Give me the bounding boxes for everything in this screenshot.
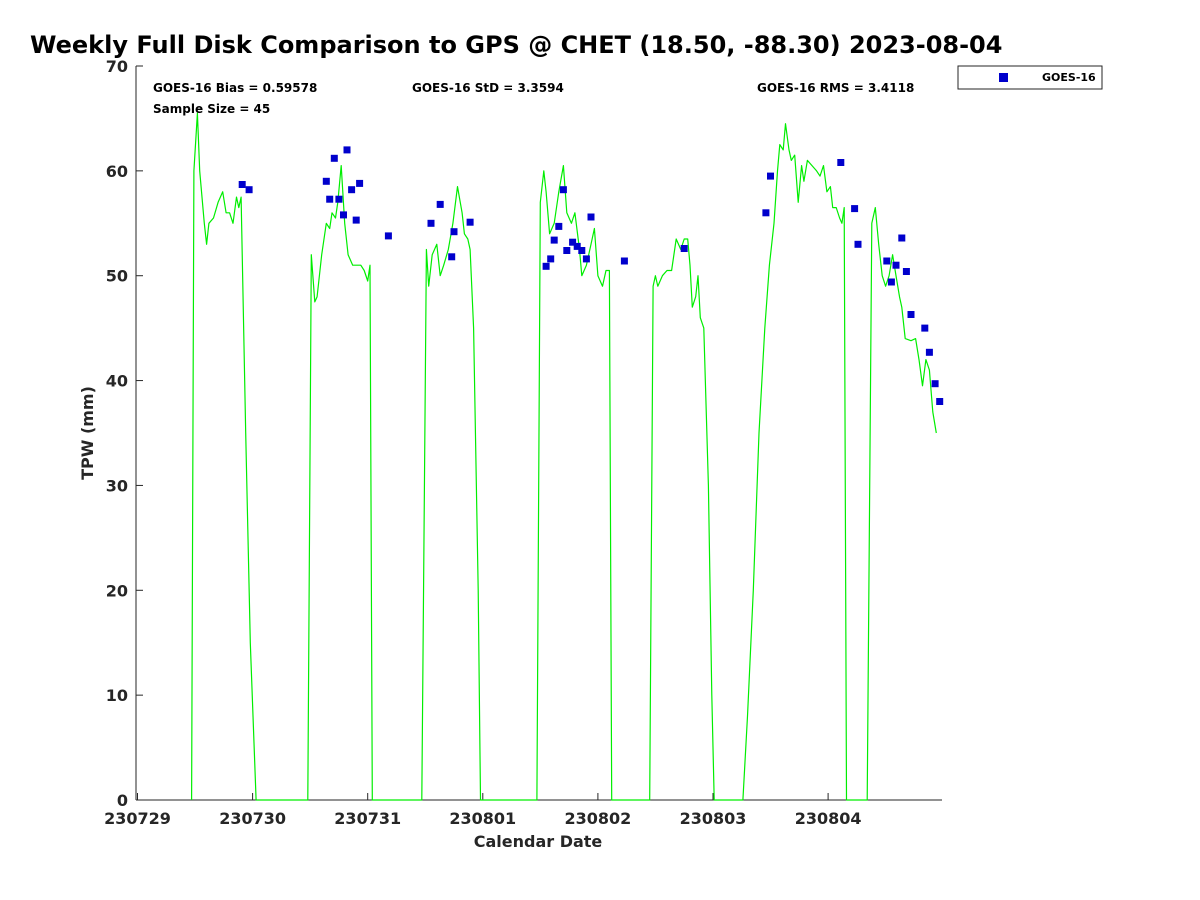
data-point [436, 200, 444, 208]
y-tick-label: 40 [106, 372, 128, 391]
data-point [542, 262, 550, 270]
data-point [466, 218, 474, 226]
data-point [620, 257, 628, 265]
data-point [902, 268, 910, 275]
data-point [936, 398, 944, 405]
data-point [448, 253, 456, 261]
data-point [898, 234, 906, 242]
y-axis-label: TPW (mm) [78, 386, 97, 480]
stat-std: GOES-16 StD = 3.3594 [412, 81, 564, 95]
data-point [238, 181, 246, 188]
data-point [322, 177, 330, 185]
y-tick-label: 50 [106, 267, 128, 286]
y-tick-label: 20 [106, 581, 128, 600]
y-tick-label: 60 [106, 162, 128, 181]
data-point [384, 232, 392, 240]
stat-bias: GOES-16 Bias = 0.59578 [153, 81, 317, 95]
data-point [450, 228, 458, 236]
data-point [892, 261, 900, 269]
data-point [245, 186, 253, 194]
y-tick-label: 10 [106, 686, 128, 705]
x-tick-label: 230802 [565, 809, 632, 828]
chart-title: Weekly Full Disk Comparison to GPS @ CHE… [30, 31, 1002, 59]
data-point [335, 195, 343, 203]
y-ticks: 0 10 20 30 40 50 60 70 [106, 57, 143, 810]
data-point [550, 236, 558, 244]
data-point [921, 324, 929, 332]
data-point [559, 186, 567, 194]
data-point [573, 242, 581, 250]
x-tick-label: 230729 [104, 809, 171, 828]
data-point [883, 257, 891, 265]
data-point [907, 311, 915, 318]
data-point [582, 255, 590, 263]
data-point [680, 245, 688, 252]
data-point [767, 172, 774, 180]
y-tick-label: 0 [117, 791, 128, 810]
y-tick-label: 30 [106, 476, 128, 495]
data-point [837, 159, 845, 166]
data-point [931, 380, 939, 388]
x-tick-label: 230801 [449, 809, 516, 828]
y-tick-label: 70 [106, 57, 128, 76]
legend: GOES-16 [957, 65, 1103, 90]
data-point [348, 186, 356, 194]
data-point [854, 240, 862, 248]
legend-box [957, 65, 1103, 90]
data-point [925, 348, 933, 356]
data-point [547, 255, 555, 263]
data-point [762, 209, 770, 217]
data-point [563, 247, 571, 254]
data-point [587, 213, 595, 221]
data-point [887, 278, 895, 286]
x-axis-label: Calendar Date [474, 832, 603, 851]
data-point [578, 247, 586, 254]
x-tick-label: 230803 [680, 809, 747, 828]
legend-label: GOES-16 [1042, 71, 1096, 84]
data-point [427, 219, 435, 227]
data-point [569, 238, 577, 246]
stat-rms: GOES-16 RMS = 3.4118 [757, 81, 914, 95]
data-point [555, 222, 563, 230]
legend-marker [999, 73, 1008, 82]
x-tick-label: 230804 [795, 809, 862, 828]
x-tick-label: 230730 [219, 809, 286, 828]
gps-series [191, 112, 937, 801]
stat-sample-size: Sample Size = 45 [153, 102, 270, 116]
goes16-series [238, 146, 944, 405]
gps-line [191, 112, 937, 801]
x-tick-label: 230731 [334, 809, 401, 828]
data-point [356, 179, 364, 187]
data-point [343, 146, 351, 154]
data-point [352, 216, 360, 224]
x-ticks: 230729 230730 230731 230801 230802 230803 2308… [104, 793, 861, 828]
data-point [330, 154, 338, 162]
data-point [851, 205, 859, 213]
data-point [326, 195, 334, 203]
data-point [340, 211, 347, 219]
